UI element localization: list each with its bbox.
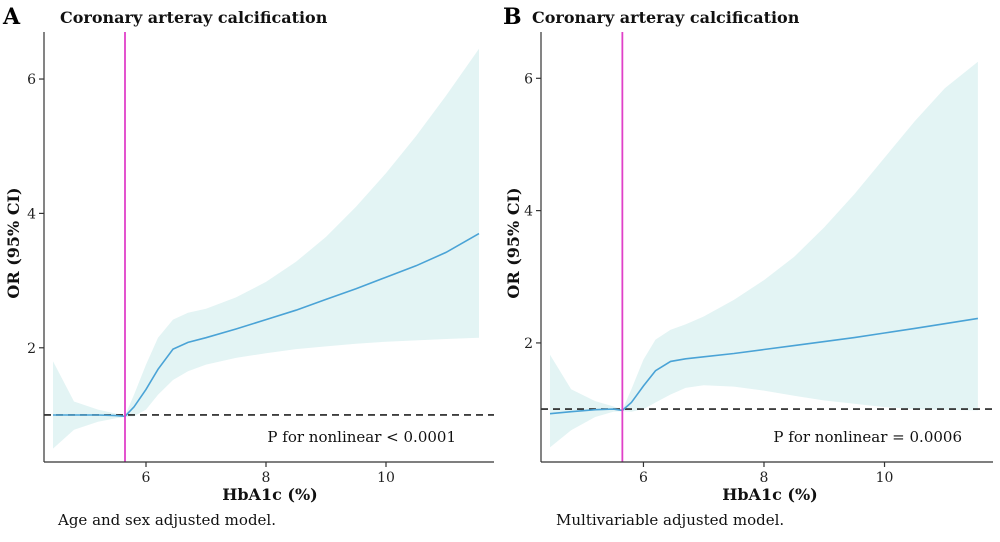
- panel-a-x-tick-label: 8: [262, 470, 271, 486]
- panel-b-title: Coronary arteray calcification: [532, 8, 800, 27]
- panel-a-estimate-curve: [53, 232, 480, 418]
- panel-b-y-tick-label: 2: [524, 336, 533, 352]
- panel-a-x-tick-label: 6: [142, 470, 151, 486]
- panel-b-y-tick-label: 4: [524, 204, 533, 220]
- panel-b-x-tick-label: 6: [639, 470, 648, 486]
- panel-b-x-tick-label: 10: [876, 470, 894, 486]
- panel-b-x-tick-label: 8: [760, 470, 769, 486]
- panel-b-plot-area: 6 8 10 2 4 6: [524, 32, 993, 486]
- panel-a-title: Coronary arteray calcification: [60, 8, 328, 27]
- panel-a-y-axis-title: OR (95% CI): [4, 187, 23, 298]
- panel-b-ci-band: [550, 61, 978, 448]
- panel-a-ci-band: [53, 48, 479, 449]
- panel-a-annotation: P for nonlinear < 0.0001: [267, 428, 456, 446]
- panel-a-letter: A: [2, 4, 21, 30]
- panel-a: A Coronary arteray calcification 6 8 10246…: [2, 4, 494, 529]
- panel-b-annotation: P for nonlinear = 0.0006: [773, 428, 962, 446]
- panel-b-y-tick-label: 6: [524, 71, 533, 87]
- panel-a-y-tick-label: 2: [27, 341, 36, 357]
- panel-a-plot-area: 6 8 10 2 4 6: [27, 32, 494, 486]
- panel-a-x-tick-label: 10: [377, 470, 395, 486]
- panel-b-estimate-curve: [549, 317, 979, 415]
- panel-b-caption: Multivariable adjusted model.: [556, 511, 784, 529]
- panel-b-y-axis-title: OR (95% CI): [504, 187, 523, 298]
- panel-a-x-axis-title: HbA1c (%): [222, 485, 318, 504]
- panel-b: B Coronary arteray calcification 6 8 10246…: [503, 4, 993, 529]
- panel-a-caption: Age and sex adjusted model.: [57, 511, 276, 529]
- panel-a-y-tick-label: 4: [27, 206, 36, 222]
- panel-a-y-tick-label: 6: [27, 72, 36, 88]
- panel-b-letter: B: [503, 4, 522, 30]
- panel-b-x-axis-title: HbA1c (%): [722, 485, 818, 504]
